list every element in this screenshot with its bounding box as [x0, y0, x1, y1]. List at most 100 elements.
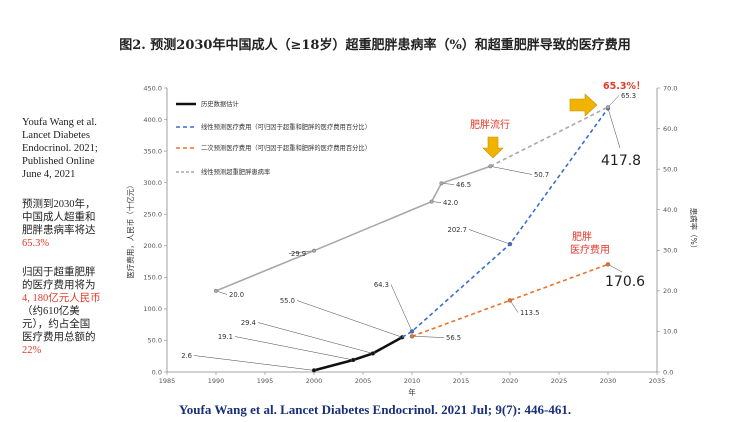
- data-label: 29.4: [241, 319, 256, 327]
- label-leader: [257, 322, 373, 354]
- data-point: [351, 357, 356, 363]
- x-tick-label: 2035: [649, 377, 666, 385]
- series-line: [313, 336, 403, 372]
- cost-line: 元），约占全国: [22, 319, 91, 330]
- quad-2030-label: 170.6: [605, 274, 645, 290]
- label-leader: [607, 95, 620, 108]
- y-right-tick-label: 30.0: [663, 247, 677, 255]
- legend-label: 二次预测医疗费用（可归因于超重和肥胖的医疗费用百分比）: [201, 143, 371, 152]
- chart-title: 图2. 预测2030年中国成人（≥18岁）超重肥胖患病率（%）和超重肥胖导致的医…: [119, 38, 631, 53]
- data-point: [439, 181, 444, 186]
- y-right-tick-label: 0.0: [663, 368, 673, 376]
- y-left-tick-label: 400.0: [143, 116, 162, 124]
- label-leader: [607, 264, 623, 273]
- sidebar-cost: 归因于超重肥胖 的医疗费用将为 4, 180亿元人民币 （约610亿美 元），约…: [22, 266, 162, 357]
- x-tick-label: 1995: [257, 377, 274, 385]
- data-point: [409, 329, 415, 334]
- data-label: 29.9: [291, 250, 306, 258]
- x-tick-label: 2020: [502, 377, 519, 385]
- prevalence-line: 预测到2030年，: [22, 199, 96, 210]
- y-right-tick-label: 40.0: [663, 206, 677, 214]
- sidebar-citation: Youfa Wang et al. Lancet Diabetes Endocr…: [22, 116, 162, 181]
- cost-line: 归因于超重肥胖: [22, 267, 96, 278]
- citation-line: June 4, 2021: [22, 169, 76, 180]
- data-point: [507, 241, 513, 247]
- data-point: [409, 334, 415, 339]
- data-label: 19.1: [218, 333, 233, 341]
- y-left-tick-label: 450.0: [143, 84, 162, 92]
- y-right-tick-label: 50.0: [663, 165, 677, 173]
- x-tick-label: 2005: [355, 377, 372, 385]
- obesity-cost-label-1: 肥胖: [572, 231, 592, 243]
- cost-share: 22%: [22, 345, 42, 356]
- label-leader: [441, 183, 455, 185]
- obesity-epidemic-label: 肥胖流行: [470, 118, 510, 131]
- chart-axes: 1985 1990 1995 2000 2005 2010 2015 2020 2025 2030…: [125, 84, 699, 397]
- y-left-tick-label: 0.0: [152, 368, 162, 376]
- y-left-tick-label: 150.0: [143, 274, 162, 282]
- arrow-right-icon: [569, 93, 598, 117]
- cost-line: （约610亿美: [22, 306, 80, 317]
- data-point: [507, 298, 513, 303]
- cost-2030-label: 417.8: [601, 153, 641, 169]
- label-leader: [296, 300, 403, 338]
- data-point: [488, 164, 493, 169]
- data-label: 55.0: [280, 297, 295, 305]
- label-leader: [607, 108, 621, 149]
- series-line: [401, 107, 609, 338]
- y-left-tick-label: 200.0: [143, 242, 162, 250]
- series-lines: [213, 105, 611, 373]
- label-leader: [468, 229, 511, 245]
- x-tick-label: 2025: [551, 377, 568, 385]
- x-tick-label: 1990: [208, 377, 225, 385]
- label-leader: [509, 300, 519, 313]
- data-label: 50.7: [534, 171, 549, 179]
- sidebar-prevalence: 预测到2030年， 中国成人超重和 肥胖患病率将达 65.3%: [22, 198, 162, 250]
- legend-label: 线性预测超重肥胖患病率: [201, 167, 270, 176]
- y-left-tick-label: 350.0: [143, 147, 162, 155]
- data-point: [311, 368, 317, 373]
- label-leader: [288, 250, 315, 254]
- label-leader: [234, 336, 354, 361]
- data-point: [312, 248, 317, 253]
- series-line-projected: [490, 106, 609, 168]
- citation-line: Endocrinol. 2021;: [22, 143, 98, 154]
- cost-line: 医疗费用总额的: [22, 332, 96, 343]
- y-right-tick-label: 10.0: [663, 328, 677, 336]
- prevalence-line: 中国成人超重和: [22, 212, 96, 223]
- x-tick-label: 1985: [159, 377, 176, 385]
- data-point: [370, 351, 375, 356]
- data-label: 56.5: [446, 334, 461, 342]
- data-label: 42.0: [443, 199, 458, 207]
- arrow-down-icon: [482, 136, 504, 159]
- label-leader: [193, 355, 315, 371]
- y-axis-label-left: 医疗费用，人民币（十亿元）: [125, 181, 135, 279]
- data-label: 64.3: [374, 281, 389, 289]
- label-leader: [411, 336, 445, 338]
- label-leader: [490, 166, 533, 175]
- cost-line: 的医疗费用将为: [22, 280, 96, 291]
- y-left-tick-label: 300.0: [143, 179, 162, 187]
- prevalence-value: 65.3%: [22, 238, 50, 249]
- data-point: [606, 105, 611, 110]
- obesity-cost-label-2: 医疗费用: [570, 243, 610, 256]
- prevalence-2030-callout: 65.3%！: [603, 81, 645, 92]
- y-right-tick-label: 60.0: [663, 125, 677, 133]
- y-right-tick-label: 20.0: [663, 287, 677, 295]
- data-point: [429, 199, 434, 204]
- data-label: 46.5: [456, 181, 471, 189]
- label-leaders: [193, 95, 623, 371]
- citation-footer: Youfa Wang et al. Lancet Diabetes Endocr…: [178, 402, 572, 417]
- y-left-tick-label: 100.0: [143, 305, 162, 313]
- y-right-tick-label: 70.0: [663, 84, 677, 92]
- prevalence-line: 肥胖患病率将达: [22, 225, 96, 236]
- label-leader: [390, 284, 413, 332]
- data-labels: 2.6 19.1 29.4 55.0 64.3 202.7 56.5 113.5 20.0 29.…: [181, 92, 636, 360]
- data-label: 113.5: [520, 309, 539, 317]
- y-axis-label-right: 患病率（%）: [689, 208, 699, 253]
- data-label: 65.3: [621, 92, 636, 100]
- data-point: [605, 262, 611, 267]
- cost-value: 4, 180亿元人民币: [22, 293, 101, 304]
